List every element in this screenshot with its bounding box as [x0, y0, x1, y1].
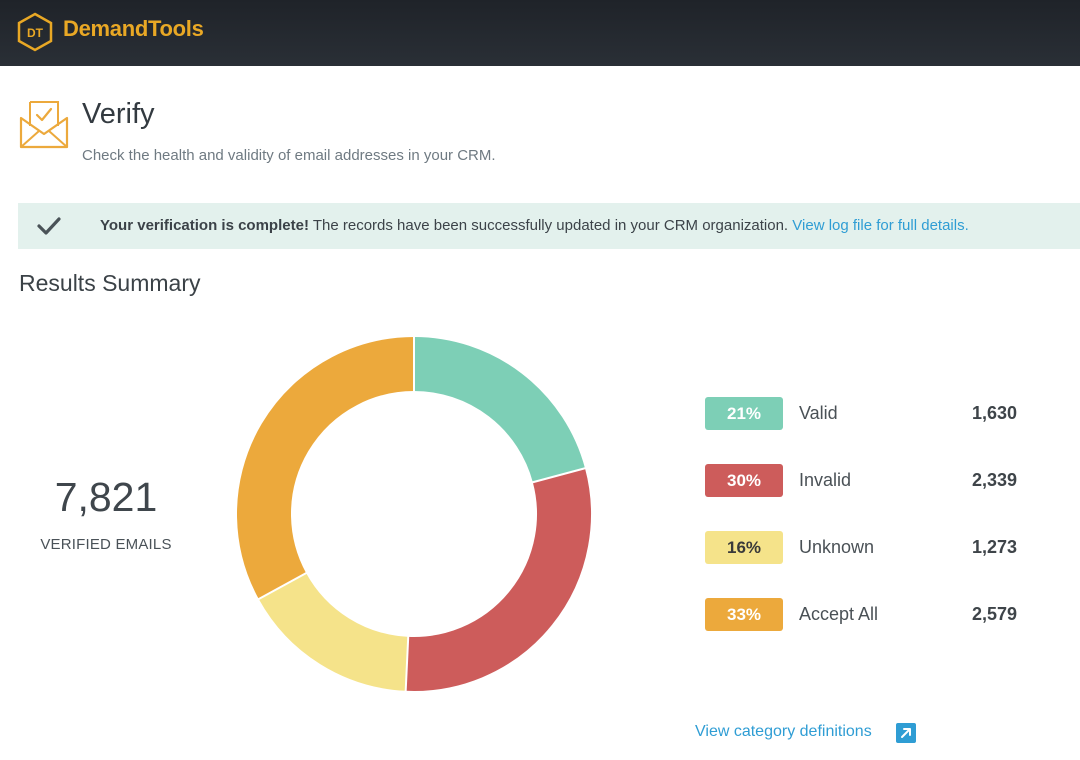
donut-slice-accept-all [237, 337, 415, 600]
donut-slice-separator [531, 467, 587, 484]
page-subtitle: Check the health and validity of email a… [82, 147, 496, 164]
legend-category-count: 1,630 [971, 403, 1017, 423]
banner-body-text: The records have been successfully updat… [308, 217, 793, 234]
legend-percent-badge: 30% [705, 464, 783, 497]
legend-row-unknown: 16% Unknown 1,273 [705, 531, 1065, 565]
page-title: Verify [82, 98, 155, 130]
banner-bold-text: Your verification is complete! [100, 217, 309, 234]
legend-category-label: Valid [799, 403, 838, 423]
legend-category-label: Unknown [799, 537, 875, 557]
legend-row-invalid: 30% Invalid 2,339 [705, 464, 1065, 498]
success-banner: Your verification is complete! The recor… [18, 203, 1080, 249]
envelope-check-icon [19, 101, 69, 149]
legend-category-count: 2,579 [971, 604, 1017, 624]
legend-category-label: Invalid [799, 470, 852, 490]
donut-slice-invalid [405, 468, 591, 691]
donut-slice-separator [404, 635, 410, 692]
banner-message: Your verification is complete! The recor… [100, 217, 969, 234]
legend-row-accept-all: 33% Accept All 2,579 [705, 598, 1065, 632]
top-bar: DT DemandTools [0, 0, 1080, 66]
view-log-link[interactable]: View log file for full details. [792, 217, 969, 234]
legend-row-valid: 21% Valid 1,630 [705, 397, 1065, 431]
donut-slice-unknown [258, 572, 409, 691]
verified-email-count: 7,821 [54, 474, 158, 520]
check-icon [37, 217, 61, 235]
donut-slice-valid [413, 337, 585, 483]
legend-category-count: 2,339 [971, 470, 1017, 490]
legend-category-label: Accept All [799, 604, 879, 624]
legend-percent-badge: 21% [705, 397, 783, 430]
svg-text:DT: DT [27, 26, 44, 40]
external-link-icon[interactable] [896, 723, 916, 743]
legend-percent-badge: 33% [705, 598, 783, 631]
donut-slice-separator [257, 571, 308, 601]
app-logo[interactable]: DemandTools [63, 16, 204, 41]
logo-badge-icon: DT [17, 12, 53, 52]
verified-email-label: VERIFIED EMAILS [40, 536, 172, 553]
legend-category-count: 1,273 [971, 537, 1017, 557]
results-summary-heading: Results Summary [19, 270, 201, 296]
category-definitions-link[interactable]: View category definitions [695, 723, 872, 740]
legend-percent-badge: 16% [705, 531, 783, 564]
